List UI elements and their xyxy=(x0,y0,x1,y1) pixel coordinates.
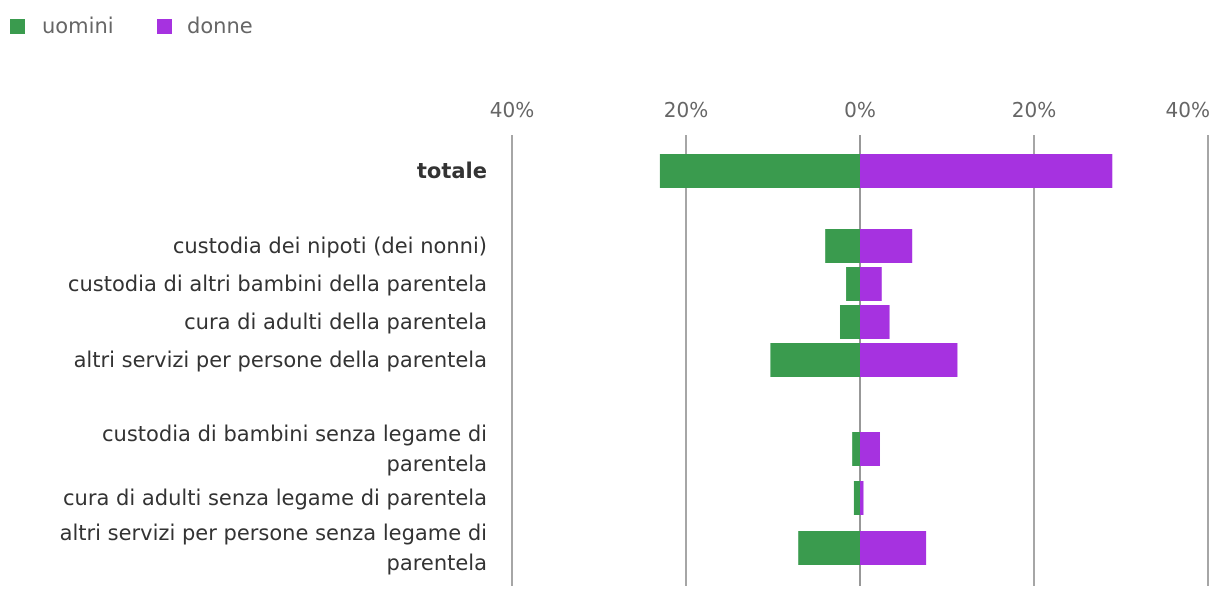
bars xyxy=(659,154,1113,565)
category-label: parentela xyxy=(387,551,487,575)
bar-donne xyxy=(860,531,927,565)
legend-label-donne: donne xyxy=(187,14,253,38)
category-label: cura di adulti senza legame di parentela xyxy=(63,486,487,510)
bar-uomini xyxy=(770,343,860,377)
category-label: cura di adulti della parentela xyxy=(184,310,487,334)
x-tick-label: 0% xyxy=(844,98,876,122)
bar-donne xyxy=(860,267,882,301)
x-tick-label: 40% xyxy=(1166,98,1210,122)
category-label: parentela xyxy=(387,452,487,476)
bar-donne xyxy=(860,481,864,515)
legend-swatch-uomini xyxy=(10,19,25,34)
category-labels: totale custodia dei nipoti (dei nonni) cus… xyxy=(60,159,487,575)
bar-uomini xyxy=(853,481,860,515)
legend-label-uomini: uomini xyxy=(42,14,114,38)
x-axis-ticks: 40% 20% 0% 20% 40% xyxy=(490,98,1210,122)
bar-donne xyxy=(860,229,913,263)
category-label: custodia di altri bambini della parentel… xyxy=(68,272,487,296)
category-label: altri servizi per persone senza legame d… xyxy=(60,521,487,545)
bar-uomini xyxy=(852,432,860,466)
category-label: totale xyxy=(417,159,487,183)
bar-uomini xyxy=(798,531,860,565)
bar-uomini xyxy=(659,154,860,188)
bar-donne xyxy=(860,343,958,377)
bar-uomini xyxy=(839,305,860,339)
category-label: altri servizi per persone della parentel… xyxy=(74,348,487,372)
x-tick-label: 20% xyxy=(664,98,708,122)
bar-donne xyxy=(860,305,890,339)
bar-donne xyxy=(860,154,1113,188)
legend-swatch-donne xyxy=(157,19,172,34)
x-tick-label: 40% xyxy=(490,98,534,122)
bar-uomini xyxy=(846,267,860,301)
bar-uomini xyxy=(825,229,860,263)
category-label: custodia di bambini senza legame di xyxy=(102,422,487,446)
legend: uomini donne xyxy=(10,14,253,38)
bar-donne xyxy=(860,432,881,466)
category-label: custodia dei nipoti (dei nonni) xyxy=(173,234,487,258)
x-tick-label: 20% xyxy=(1012,98,1056,122)
